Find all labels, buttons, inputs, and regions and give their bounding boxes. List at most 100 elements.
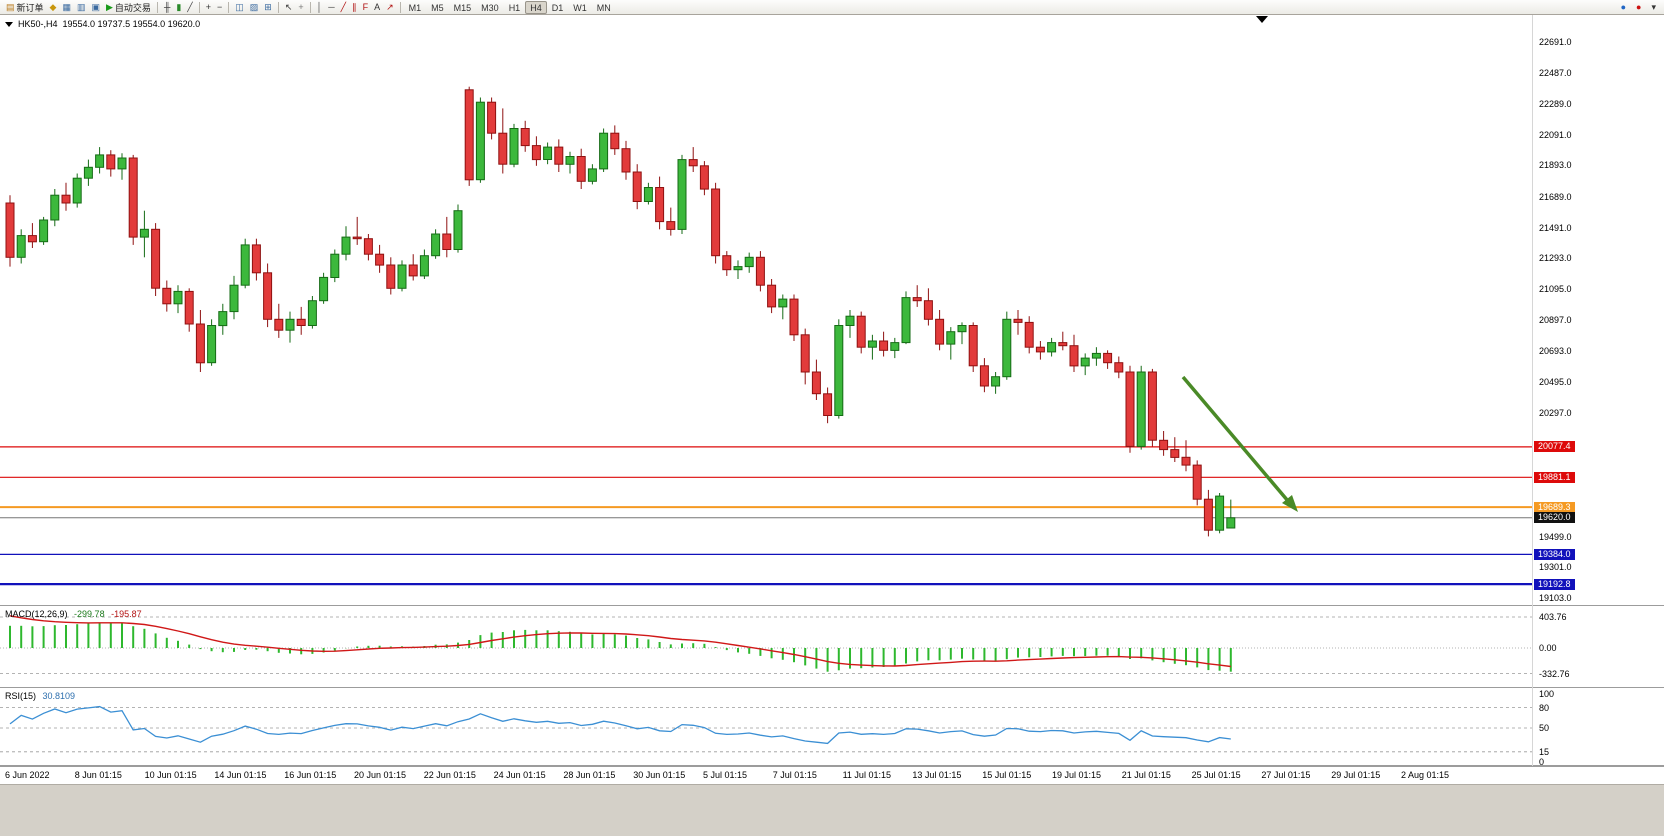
pane-separator[interactable] [0,605,1664,606]
trend-arrow-head [1282,495,1298,512]
bar-chart-button[interactable]: ╫ [161,1,173,14]
time-axis-label: 19 Jul 01:15 [1052,770,1102,780]
time-axis-label: 25 Jul 01:15 [1191,770,1241,780]
macd-histogram [9,622,1232,672]
one-click-collapse-icon[interactable] [5,21,13,27]
fibonacci-button[interactable]: F [360,1,372,14]
main-toolbar: ▤ 新订单 ◆ ▦ ▥ ▣ ▶ 自动交易 ╫ ▮ ╱ + − ◫ ▨ ⊞ ↖ + │ ─ ╱ ∥ F A ↗ M1 M5 M15 M30… [0,0,1664,15]
price-badge: 19620.0 [1534,512,1575,524]
arrow-icon: ↗ [386,2,394,12]
status-bar [0,784,1664,836]
timeframe-m15-button[interactable]: M15 [453,2,472,13]
text-button[interactable]: A [371,1,383,14]
crosshair-button[interactable]: + [295,1,306,14]
tile-windows-button[interactable]: ◫ [232,1,247,14]
time-axis-label: 15 Jul 01:15 [982,770,1032,780]
time-axis-label: 21 Jul 01:15 [1121,770,1171,780]
timeframe-mn-button[interactable]: MN [596,2,611,13]
price-axis-border [1532,15,1533,784]
timeframe-h1-button[interactable]: H1 [508,2,521,13]
price-tick-label: 20495.0 [1539,377,1572,388]
arrows-button[interactable]: ↗ [383,1,397,14]
time-axis-label: 7 Jul 01:15 [772,770,817,780]
timeframe-m1-button[interactable]: M1 [408,2,422,13]
timeframe-group: M1 M5 M15 M30 H1 H4 D1 W1 MN [404,0,616,14]
timeframe-w1-button[interactable]: W1 [573,2,587,13]
zoom-out-icon: − [216,2,223,12]
timeframe-h4-button[interactable]: H4 [525,0,547,14]
chart-ohlc-values: 19554.0 19737.5 19554.0 19620.0 [62,19,201,29]
play-icon: ▶ [106,2,113,12]
time-axis-label: 22 Jun 01:15 [423,770,476,780]
trendline-button[interactable]: ╱ [338,1,349,14]
time-axis-label: 14 Jun 01:15 [214,770,267,780]
price-tick-label: 22691.0 [1539,36,1572,47]
arrange-windows-button[interactable]: ⊞ [261,1,275,14]
price-axis[interactable]: 22691.0 22487.0 22289.0 22091.0 21893.0 21689… [1533,0,1664,836]
price-tick-label: 20297.0 [1539,407,1572,418]
cursor-button[interactable]: ↖ [282,1,296,14]
rsi-tick-label: 80 [1539,702,1550,713]
vline-icon: │ [316,2,323,12]
candlesticks [5,86,1236,537]
new-order-button[interactable]: ▤ 新订单 [3,1,47,14]
toolbar-overflow-button[interactable]: ▾ [1648,1,1659,14]
price-tick-label: 22487.0 [1539,68,1572,79]
order-icon: ▤ [6,2,15,12]
terminal-button[interactable]: ▣ [88,1,103,14]
navigator-button[interactable]: ▥ [74,1,89,14]
price-chart-canvas[interactable] [0,15,1532,605]
rsi-tick-label: 100 [1539,689,1555,699]
price-tick-label: 19301.0 [1539,562,1572,573]
time-axis-label: 24 Jun 01:15 [493,770,546,780]
time-axis-label: 2 Aug 01:15 [1401,770,1450,780]
macd-label: MACD(12,26,9) -299.78 -195.87 [5,609,146,619]
toolbar-separator [399,1,401,13]
macd-main-value: -299.78 [74,609,105,619]
cascade-icon: ▨ [249,2,259,12]
macd-panel-canvas[interactable] [0,606,1532,687]
autotrading-button[interactable]: ▶ 自动交易 [103,1,154,14]
price-tick-label: 21491.0 [1539,222,1572,233]
price-tick-label: 19103.0 [1539,593,1572,604]
channel-button[interactable]: ∥ [349,1,360,14]
time-axis-label: 5 Jul 01:15 [703,770,748,780]
time-axis[interactable]: 6 Jun 2022 8 Jun 01:15 10 Jun 01:15 14 Jun … [0,766,1664,784]
macd-signal-line [9,615,1231,668]
chart-symbol-label: HK50-,H4 [18,19,58,29]
price-tick-label: 21293.0 [1539,253,1572,264]
zoom-in-button[interactable]: + [203,1,214,14]
trend-arrow[interactable] [1181,375,1290,503]
toolbar-separator [198,1,200,13]
profiles-button[interactable]: ◆ [47,1,60,14]
horizontal-line-button[interactable]: ─ [325,1,337,14]
rsi-panel-canvas[interactable] [0,688,1532,765]
price-tick-label: 20897.0 [1539,314,1572,325]
market-watch-icon: ▦ [62,2,71,12]
terminal-icon: ▣ [91,2,100,12]
timeframe-m30-button[interactable]: M30 [481,2,499,13]
timeframe-m5-button[interactable]: M5 [431,2,444,13]
vertical-line-button[interactable]: │ [314,1,326,14]
line-chart-button[interactable]: ╱ [184,1,195,14]
price-tick-label: 22289.0 [1539,98,1572,109]
price-tick-label: 22091.0 [1539,129,1572,140]
cascade-windows-button[interactable]: ▨ [247,1,262,14]
community-button[interactable]: ● [1618,1,1629,14]
timeframe-d1-button[interactable]: D1 [551,2,564,13]
pane-separator[interactable] [0,687,1664,688]
profiles-icon: ◆ [49,2,57,12]
candlestick-chart-button[interactable]: ▮ [173,1,184,14]
channel-icon: ∥ [352,2,357,12]
market-watch-button[interactable]: ▦ [59,1,74,14]
zoom-out-button[interactable]: − [214,1,225,14]
time-axis-label: 16 Jun 01:15 [284,770,337,780]
scroll-marker-icon[interactable] [1256,16,1268,23]
blue-circle-icon: ● [1620,2,1627,12]
rsi-label: RSI(15) 30.8109 [5,691,79,701]
fibonacci-icon: F [362,2,369,12]
navigator-icon: ▥ [76,2,86,12]
time-axis-label: 13 Jul 01:15 [912,770,962,780]
record-button[interactable]: ● [1633,1,1644,14]
price-tick-label: 21095.0 [1539,284,1572,295]
